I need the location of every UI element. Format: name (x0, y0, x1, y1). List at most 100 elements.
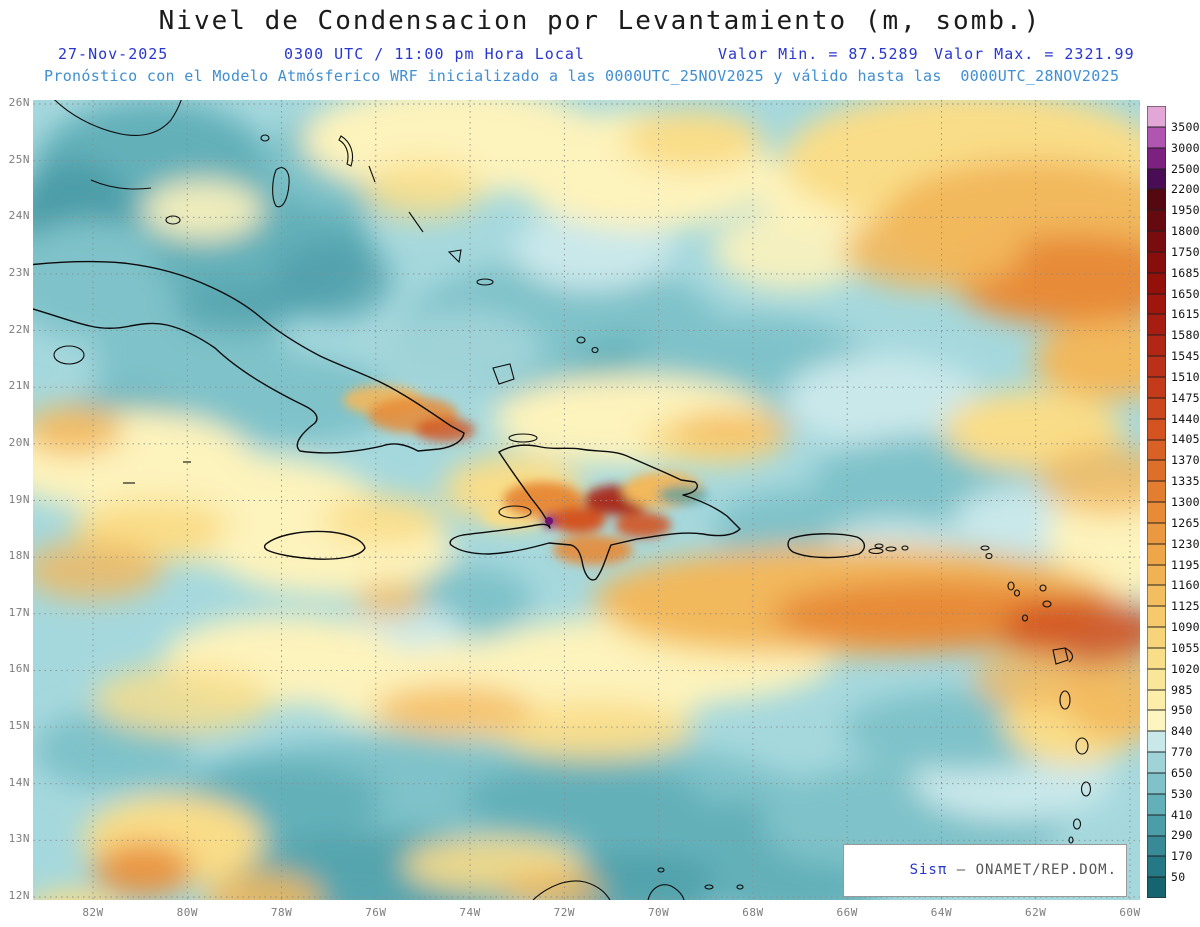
lat-label: 20N (8, 435, 30, 449)
lon-label: 70W (647, 906, 670, 919)
colorbar-tick-label: 1405 (1171, 432, 1200, 447)
colorbar-tick-label: 1615 (1171, 307, 1200, 322)
colorbar-cell (1147, 731, 1166, 753)
colorbar-cell (1147, 522, 1166, 544)
watermark: Sisπ – ONAMET/REP.DOM. (842, 844, 1127, 897)
colorbar-tick-label: 1950 (1171, 203, 1200, 218)
value-min-label: Valor Min. = 87.5289 (718, 45, 919, 63)
lon-label: 64W (930, 906, 953, 919)
colorbar-cell (1147, 647, 1166, 669)
colorbar-cell (1147, 397, 1166, 419)
colorbar-tick-label: 1580 (1171, 328, 1200, 343)
colorbar-cell (1147, 773, 1166, 794)
coastlines-layer (33, 100, 1092, 900)
colorbar-cell (1147, 314, 1166, 336)
colorbar-tick-label: 840 (1171, 724, 1193, 739)
colorbar-tick-label: 1650 (1171, 286, 1200, 301)
colorbar-tick-label: 3500 (1171, 119, 1200, 134)
colorbar-cell (1147, 627, 1166, 648)
colorbar-tick-label: 1020 (1171, 661, 1200, 676)
lat-label: 21N (8, 379, 30, 393)
colorbar-tick-label: 770 (1171, 745, 1193, 760)
colorbar-tick-label: 1055 (1171, 640, 1200, 655)
colorbar-cell (1147, 585, 1166, 607)
lon-label: 68W (742, 906, 764, 919)
colorbar-cell (1147, 251, 1166, 273)
colorbar-cell (1147, 106, 1166, 127)
colorbar-cell (1147, 752, 1166, 773)
colorbar-tick-label: 1090 (1171, 620, 1200, 635)
lon-label: 72W (553, 906, 576, 919)
colorbar-tick-label: 170 (1171, 849, 1193, 864)
colorbar-cell (1147, 835, 1166, 857)
colorbar-cell (1147, 877, 1166, 899)
colorbar-tick-label: 50 (1171, 870, 1186, 885)
colorbar-cell (1147, 356, 1166, 377)
lon-label: 82W (82, 906, 104, 919)
colorbar-tick-label: 410 (1171, 807, 1193, 822)
colorbar-tick-label: 950 (1171, 703, 1193, 718)
lat-label: 14N (8, 775, 30, 789)
colorbar-cell (1147, 543, 1166, 565)
colorbar-tick-label: 1370 (1171, 453, 1200, 468)
colorbar-cell (1147, 814, 1166, 836)
lcl-field-map (33, 100, 1140, 900)
lon-label: 74W (459, 906, 481, 919)
lat-label: 16N (8, 662, 30, 676)
colorbar-tick-label: 1510 (1171, 369, 1200, 384)
colorbar-cell (1147, 335, 1166, 357)
watermark-brand: Sisπ (909, 862, 948, 878)
colorbar-cell (1147, 502, 1166, 523)
forecast-valid-time: 0300 UTC / 11:00 pm Hora Local (284, 45, 585, 63)
colorbar-cell (1147, 147, 1166, 169)
colorbar-tick-label: 1750 (1171, 244, 1200, 259)
colorbar-tick-label: 1800 (1171, 224, 1200, 239)
colorbar-cells (1147, 106, 1166, 899)
lon-label: 76W (365, 906, 387, 919)
colorbar-tick-label: 1265 (1171, 515, 1200, 530)
colorbar-cell (1147, 210, 1166, 232)
colorbar-cell (1147, 272, 1166, 294)
colorbar-cell (1147, 376, 1166, 398)
colorbar-tick-label: 1685 (1171, 265, 1200, 280)
lat-label: 13N (8, 832, 30, 846)
colorbar-tick-label: 650 (1171, 765, 1193, 780)
colorbar-cell (1147, 481, 1166, 503)
colorbar-cell (1147, 564, 1166, 586)
colorbar-cell (1147, 710, 1166, 732)
colorbar-cell (1147, 460, 1166, 482)
colorbar-tick-label: 1545 (1171, 349, 1200, 364)
lon-label: 78W (270, 906, 293, 919)
lat-label: 19N (8, 492, 30, 506)
colorbar-tick-label: 3000 (1171, 140, 1200, 155)
colorbar-tick-label: 1230 (1171, 536, 1200, 551)
lon-label: 66W (836, 906, 858, 919)
colorbar-cell (1147, 668, 1166, 690)
lat-label: 25N (8, 152, 30, 166)
colorbar-cell (1147, 856, 1166, 878)
colorbar-tick-label: 290 (1171, 828, 1193, 843)
forecast-date: 27-Nov-2025 (58, 45, 169, 63)
colorbar-tick-label: 1475 (1171, 390, 1200, 405)
colorbar-cell (1147, 439, 1166, 461)
colorbar-tick-label: 1440 (1171, 411, 1200, 426)
lat-label: 22N (8, 322, 30, 336)
colorbar-tick-label: 1160 (1171, 578, 1200, 593)
colorbar: 3500 3000 2500 2200 1950 1800 1750 1685 1650 1615… (1147, 106, 1200, 899)
lcl-field-layer (33, 100, 1140, 900)
max-value-marker (545, 517, 553, 525)
watermark-text: – ONAMET/REP.DOM. (947, 862, 1117, 878)
colorbar-tick-label: 530 (1171, 786, 1193, 801)
map-area: Sisπ – ONAMET/REP.DOM. (33, 100, 1140, 900)
colorbar-tick-label: 1125 (1171, 599, 1200, 614)
lat-label: 23N (8, 265, 30, 279)
colorbar-cell (1147, 418, 1166, 440)
colorbar-labels: 3500 3000 2500 2200 1950 1800 1750 1685 1650 1615… (1147, 106, 1200, 898)
colorbar-cell (1147, 293, 1166, 315)
colorbar-cell (1147, 126, 1166, 148)
lat-label: 17N (8, 605, 30, 619)
colorbar-cell (1147, 189, 1166, 211)
lat-label: 26N (8, 96, 30, 109)
lon-label: 80W (176, 906, 198, 919)
